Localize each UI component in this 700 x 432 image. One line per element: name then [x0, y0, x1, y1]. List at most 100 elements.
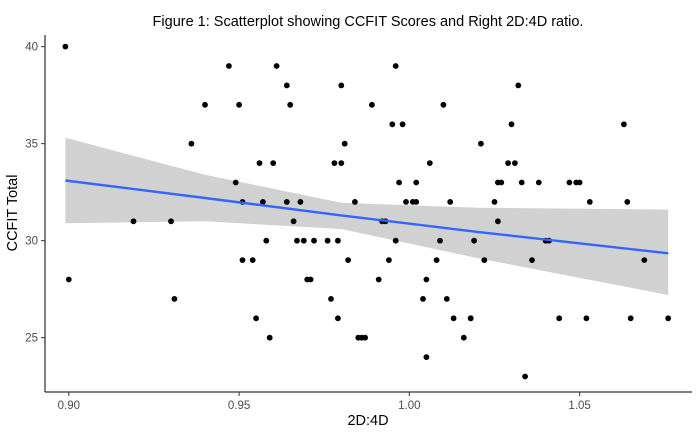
- data-point: [369, 101, 375, 108]
- data-point: [399, 121, 406, 128]
- data-point: [331, 160, 338, 167]
- data-point: [294, 237, 300, 244]
- data-point: [522, 373, 528, 380]
- data-point: [460, 334, 467, 341]
- data-point: [413, 179, 420, 186]
- data-point: [188, 140, 195, 147]
- data-point: [529, 257, 535, 263]
- data-point: [586, 199, 593, 205]
- fit-line-layer: [65, 179, 669, 255]
- data-point: [232, 179, 239, 186]
- data-point: [273, 63, 280, 69]
- data-point: [130, 218, 137, 225]
- confidence-band: [65, 137, 669, 295]
- data-point: [263, 237, 270, 244]
- data-point: [478, 140, 484, 147]
- data-point: [583, 315, 590, 322]
- data-point: [518, 179, 525, 186]
- regression-line: [65, 179, 669, 255]
- data-point: [297, 199, 304, 205]
- data-point: [423, 354, 430, 360]
- data-point: [508, 121, 515, 128]
- data-point: [226, 63, 232, 69]
- data-point: [437, 237, 443, 244]
- data-point: [65, 276, 72, 283]
- data-point: [420, 296, 426, 302]
- data-point: [471, 237, 477, 244]
- data-point: [576, 179, 583, 186]
- plot-area: [62, 43, 672, 380]
- data-point: [392, 237, 399, 244]
- data-point: [256, 160, 263, 167]
- data-point: [171, 296, 178, 302]
- data-point: [307, 276, 314, 283]
- data-point: [300, 237, 307, 244]
- data-point: [389, 121, 396, 128]
- data-point: [345, 257, 351, 263]
- data-point: [236, 101, 243, 108]
- data-point: [641, 257, 648, 263]
- data-point: [433, 257, 440, 263]
- data-point: [328, 296, 334, 302]
- data-point: [396, 179, 402, 186]
- data-point: [266, 334, 273, 341]
- data-point: [283, 82, 290, 89]
- chart-title: Figure 1: Scatterplot showing CCFIT Scor…: [153, 14, 584, 30]
- data-point: [335, 315, 341, 322]
- x-tick-label: 0.90: [58, 400, 80, 412]
- confidence-band-layer: [65, 137, 669, 295]
- data-point: [413, 199, 420, 205]
- data-point: [467, 315, 474, 322]
- data-point: [556, 315, 563, 322]
- data-point: [338, 82, 345, 89]
- data-point: [481, 257, 488, 263]
- data-point: [403, 199, 409, 205]
- data-point: [283, 199, 290, 205]
- data-point: [512, 160, 518, 167]
- data-point: [287, 101, 294, 108]
- data-point: [423, 276, 430, 283]
- data-point: [426, 160, 433, 167]
- data-point: [495, 218, 501, 225]
- x-tick-label: 1.05: [568, 400, 590, 412]
- x-tick-label: 1.00: [398, 400, 420, 412]
- y-axis-ticks: 25 30 35 40: [25, 42, 45, 345]
- data-point: [443, 296, 450, 302]
- data-point: [352, 199, 358, 205]
- x-tick-label: 0.95: [228, 400, 250, 412]
- data-point: [338, 160, 345, 167]
- data-point: [386, 257, 392, 263]
- data-point: [375, 276, 382, 283]
- data-point: [505, 160, 511, 167]
- data-point: [491, 199, 498, 205]
- y-tick-label: 40: [25, 42, 38, 54]
- data-point: [566, 179, 573, 186]
- data-point: [324, 237, 331, 244]
- data-point: [311, 237, 317, 244]
- data-point: [290, 218, 297, 225]
- data-point: [253, 315, 259, 322]
- data-point: [62, 43, 69, 50]
- y-axis-label: CCFIT Total: [5, 175, 21, 252]
- x-axis-ticks: 0.90 0.95 1.00 1.05: [58, 392, 591, 412]
- data-point: [535, 179, 542, 186]
- data-point: [249, 257, 256, 263]
- data-point: [440, 101, 447, 108]
- data-point: [450, 315, 457, 322]
- y-tick-label: 30: [25, 236, 38, 248]
- data-point: [335, 237, 341, 244]
- x-axis-label: 2D:4D: [347, 413, 388, 429]
- data-point: [168, 218, 174, 225]
- data-point: [515, 82, 522, 89]
- data-point: [665, 315, 672, 322]
- data-point: [341, 140, 348, 147]
- data-point: [621, 121, 627, 128]
- data-point: [392, 63, 399, 69]
- data-point: [270, 160, 277, 167]
- data-point: [202, 101, 208, 108]
- data-point: [362, 334, 368, 341]
- data-point: [260, 199, 266, 205]
- data-point: [447, 199, 454, 205]
- data-points-layer: [62, 43, 672, 380]
